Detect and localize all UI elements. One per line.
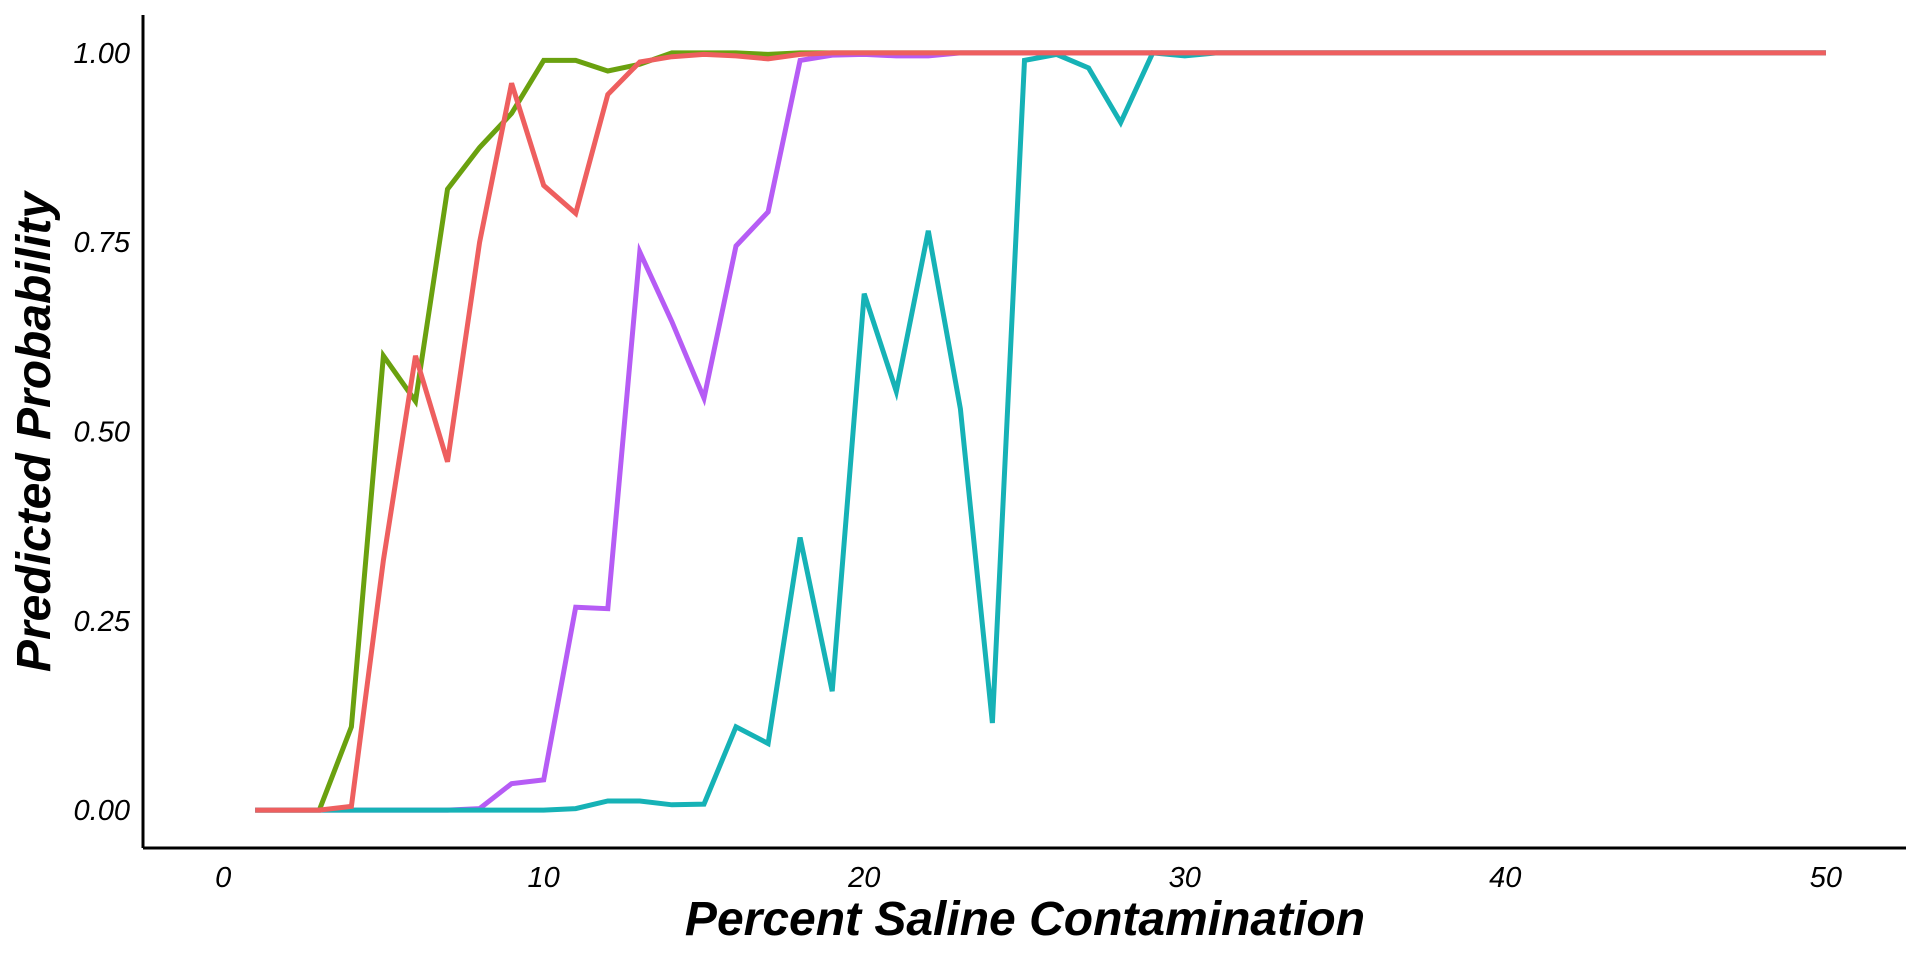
series-line-1	[255, 50, 1826, 813]
series-line-4	[255, 50, 1826, 813]
series-layer	[255, 50, 1826, 813]
x-tick-label: 30	[1169, 862, 1201, 894]
y-tick-label: 0.25	[74, 606, 131, 638]
y-tick-label: 0.75	[74, 227, 131, 259]
x-tick-label: 40	[1489, 862, 1521, 894]
x-tick-label: 10	[528, 862, 560, 894]
y-axis-ticks: 0.00 0.25 0.50 0.75 1.00	[74, 38, 131, 827]
y-tick-label: 1.00	[74, 38, 130, 70]
x-tick-label: 20	[847, 862, 880, 894]
x-axis-title: Percent Saline Contamination	[685, 893, 1365, 946]
x-tick-label: 50	[1810, 862, 1842, 894]
y-axis-title: Predicted Probability	[8, 190, 61, 672]
y-tick-label: 0.50	[74, 417, 130, 449]
series-line-2	[255, 50, 1826, 813]
x-tick-label: 0	[215, 862, 231, 894]
y-tick-label: 0.00	[74, 795, 130, 827]
series-line-3	[255, 50, 1826, 813]
x-axis-ticks: 0 10 20 30 40 50	[215, 862, 1842, 894]
